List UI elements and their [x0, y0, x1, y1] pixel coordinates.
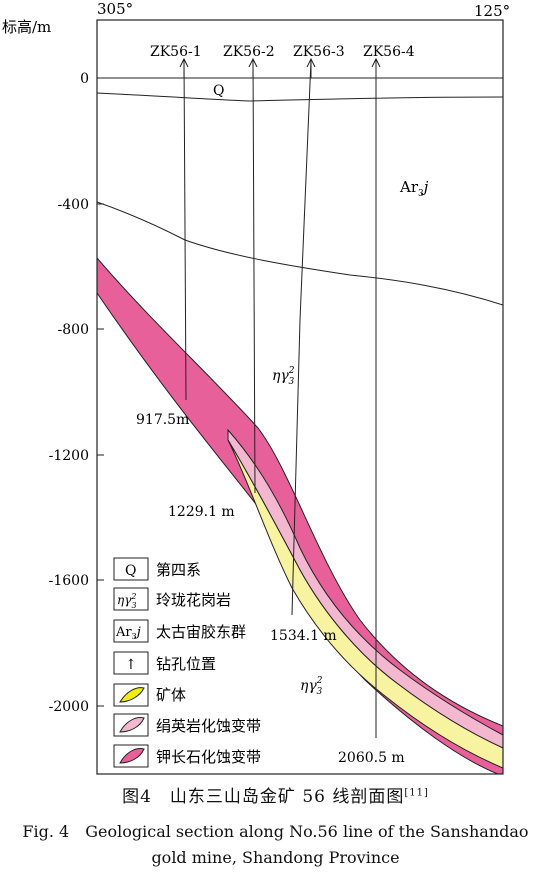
figure-caption-en-line2: gold mine, Shandong Province — [151, 848, 400, 867]
right-azimuth-label: 125° — [474, 2, 510, 20]
borehole-name-zk56-4: ZK56-4 — [363, 44, 415, 60]
y-tick-label: -1200 — [49, 448, 89, 464]
unit-label-granite-lower: ηγ2 3 — [300, 676, 323, 697]
geological-section: 305° 125° 标高/m 0 -400 -800 -1200 -1600 — [2, 0, 510, 775]
legend-label: 玲珑花岗岩 — [156, 591, 231, 609]
legend-label: 太古宙胶东群 — [156, 623, 246, 641]
y-tick-label: -2000 — [49, 699, 89, 715]
borehole-zk56-3-trace — [291, 59, 312, 616]
ore-body — [227, 439, 503, 769]
y-tick-label: -400 — [58, 197, 89, 213]
svg-text:Ar3j: Ar3j — [115, 625, 141, 641]
borehole-name-zk56-3: ZK56-3 — [293, 44, 345, 60]
legend-item-archean: Ar3j 太古宙胶东群 — [113, 619, 246, 643]
granite-contact-line — [97, 201, 503, 306]
borehole-arrows — [179, 57, 381, 78]
figure-caption-en-line1: Fig. 4 Geological section along No.56 li… — [22, 822, 529, 841]
borehole-zk56-2-trace — [252, 59, 256, 494]
legend-item-sericite: 绢英岩化蚀变带 — [113, 713, 261, 737]
y-tick-label: -800 — [58, 322, 89, 338]
legend-item-kfeldspar: 钾长石化蚀变带 — [113, 744, 261, 768]
borehole-depth-zk56-4: 2060.5 m — [338, 750, 405, 766]
legend-item-borehole: ↑ 钻孔位置 — [113, 651, 216, 675]
borehole-name-zk56-2: ZK56-2 — [223, 44, 275, 60]
section-frame — [96, 19, 504, 775]
caption-reference: [11] — [404, 787, 429, 799]
legend-item-quaternary: Q 第四系 — [113, 557, 201, 581]
kfeldspar-alteration-zone — [97, 257, 503, 774]
y-axis: 0 -400 -800 -1200 -1600 -2000 — [49, 71, 104, 715]
legend-label: 矿体 — [156, 686, 186, 704]
borehole-depth-zk56-3: 1534.1 m — [270, 628, 337, 644]
y-tick-label: -1600 — [49, 573, 89, 589]
svg-text:Q: Q — [125, 563, 136, 579]
unit-label-archean: Ar3j — [399, 178, 429, 199]
unit-label-granite-upper: ηγ2 3 — [272, 366, 295, 387]
borehole-depth-zk56-1: 917.5m — [136, 412, 189, 428]
legend-label: 绢英岩化蚀变带 — [156, 717, 261, 735]
y-axis-title: 标高/m — [2, 18, 51, 36]
legend-item-granite: ηγ2 3 玲珑花岗岩 — [113, 587, 231, 611]
legend-label: 钻孔位置 — [156, 655, 216, 673]
y-tick-label: 0 — [80, 71, 89, 87]
legend-label: 钾长石化蚀变带 — [156, 748, 261, 766]
legend-label: 第四系 — [156, 561, 201, 579]
legend: Q 第四系 ηγ2 3 玲珑花岗岩 Ar3j 太古宙胶东群 ↑ 钻孔位置 矿体 绢… — [113, 557, 261, 768]
left-azimuth-label: 305° — [97, 0, 133, 18]
quaternary-base-line — [97, 92, 503, 102]
borehole-depth-zk56-2: 1229.1 m — [168, 504, 235, 520]
arrow-up-icon: ↑ — [125, 657, 137, 673]
figure-caption-cn: 图4 山东三山岛金矿 56 线剖面图[11] — [122, 787, 429, 807]
unit-label-quaternary: Q — [213, 83, 224, 99]
borehole-name-zk56-1: ZK56-1 — [150, 44, 202, 60]
borehole-zk56-1-trace — [183, 59, 187, 401]
legend-item-ore: 矿体 — [113, 683, 186, 707]
